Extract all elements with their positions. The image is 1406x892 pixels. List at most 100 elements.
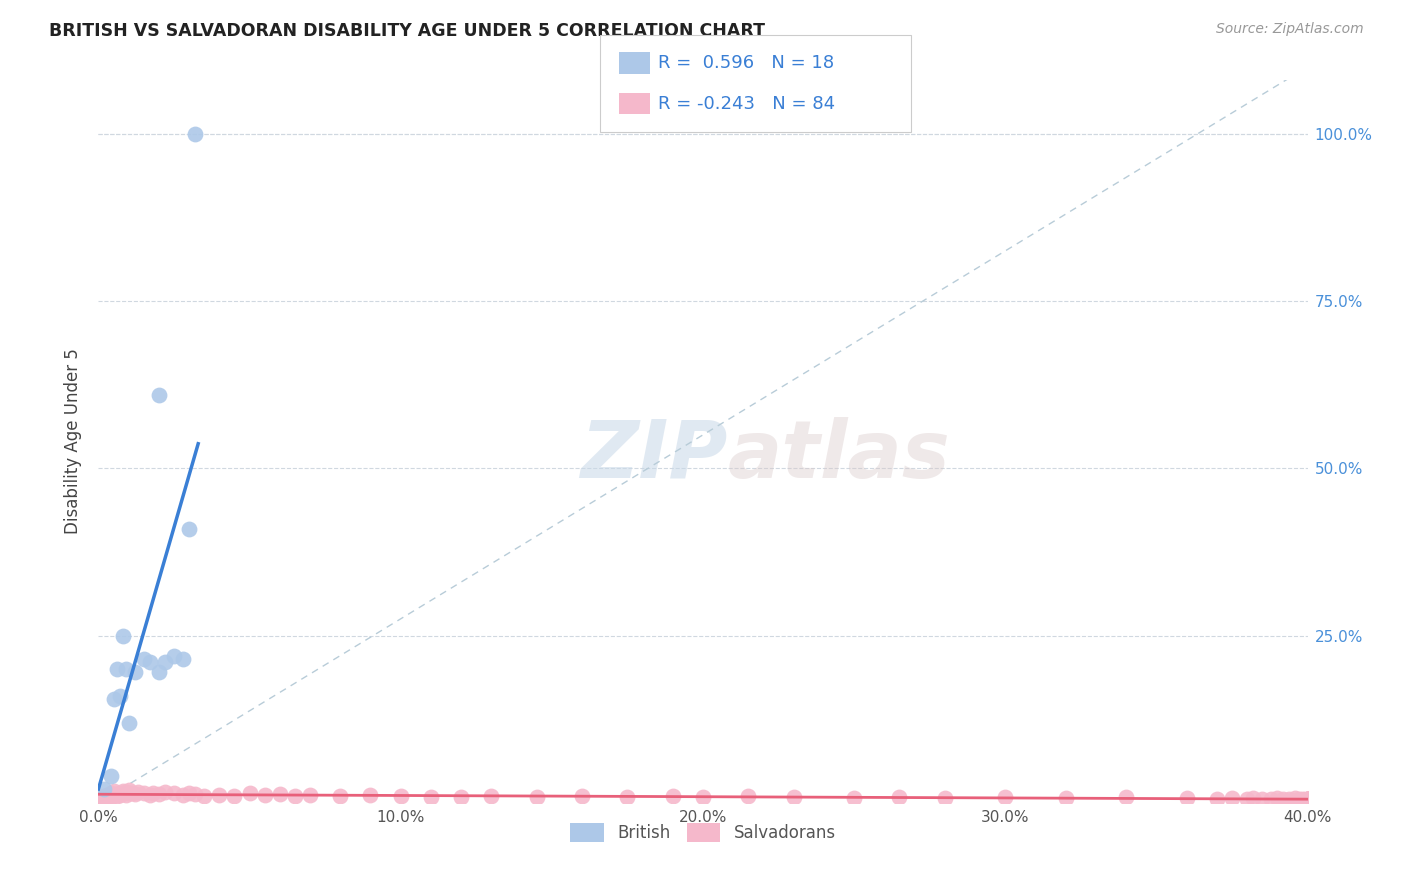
Point [179, 521, 201, 535]
Point [420, 789, 443, 804]
Point [994, 790, 1017, 805]
Point [108, 786, 131, 800]
Point [1296, 792, 1319, 806]
Point [1278, 792, 1301, 806]
Point [661, 789, 683, 804]
Point [360, 788, 382, 802]
Point [1115, 790, 1137, 805]
Point [889, 789, 911, 804]
Point [1296, 792, 1319, 806]
Text: R =  0.596   N = 18: R = 0.596 N = 18 [658, 54, 834, 72]
Point [105, 789, 128, 804]
Point [108, 788, 131, 802]
Point [96, 791, 118, 805]
Point [96, 788, 118, 802]
Point [1296, 793, 1319, 807]
Point [93, 782, 115, 797]
Point [844, 791, 866, 805]
Point [132, 787, 155, 801]
Point [934, 791, 956, 805]
Point [105, 662, 128, 676]
Point [1296, 792, 1319, 806]
Point [1260, 792, 1282, 806]
Point [1291, 792, 1313, 806]
Point [208, 788, 231, 802]
Text: BRITISH VS SALVADORAN DISABILITY AGE UNDER 5 CORRELATION CHART: BRITISH VS SALVADORAN DISABILITY AGE UND… [49, 22, 765, 40]
Point [1296, 792, 1319, 806]
Point [139, 788, 162, 802]
Point [1284, 791, 1306, 805]
Point [139, 655, 162, 669]
Point [184, 787, 207, 801]
Point [124, 787, 146, 801]
Point [100, 789, 122, 804]
Point [193, 789, 215, 804]
Point [100, 769, 122, 783]
Point [1296, 792, 1319, 806]
Point [114, 785, 136, 799]
Point [571, 789, 593, 804]
Point [103, 784, 125, 798]
Point [111, 784, 134, 798]
Point [153, 785, 176, 799]
Point [118, 783, 141, 797]
Point [127, 785, 149, 799]
Point [118, 787, 141, 801]
Point [111, 628, 134, 642]
Point [1251, 792, 1274, 806]
Point [114, 788, 136, 802]
Point [172, 652, 194, 666]
Point [108, 689, 131, 703]
Point [142, 786, 165, 800]
Point [90, 790, 112, 805]
Point [1236, 792, 1258, 806]
Point [132, 652, 155, 666]
Point [1296, 792, 1319, 806]
Point [1267, 791, 1289, 805]
Y-axis label: Disability Age Under 5: Disability Age Under 5 [65, 349, 83, 534]
Point [124, 665, 146, 680]
Point [224, 789, 246, 804]
Point [148, 387, 170, 401]
Legend: British, Salvadorans: British, Salvadorans [564, 816, 842, 848]
Point [1272, 792, 1295, 806]
Point [1054, 791, 1077, 805]
Point [239, 787, 262, 801]
Point [111, 787, 134, 801]
Point [1220, 791, 1243, 805]
Point [737, 789, 759, 804]
Point [114, 662, 136, 676]
Point [90, 792, 112, 806]
Point [121, 786, 143, 800]
Point [1296, 793, 1319, 807]
Point [1288, 792, 1310, 806]
Point [179, 786, 201, 800]
Point [481, 789, 503, 804]
Point [153, 655, 176, 669]
Point [783, 790, 806, 805]
Point [1296, 792, 1319, 806]
Text: atlas: atlas [727, 417, 950, 495]
Point [100, 786, 122, 800]
Text: Source: ZipAtlas.com: Source: ZipAtlas.com [1216, 22, 1364, 37]
Point [163, 787, 186, 801]
Point [184, 127, 207, 141]
Point [105, 787, 128, 801]
Point [1206, 792, 1229, 806]
Point [692, 790, 714, 805]
Point [253, 789, 276, 803]
Point [299, 788, 322, 802]
Text: ZIP: ZIP [579, 417, 727, 495]
Point [1296, 793, 1319, 807]
Point [103, 692, 125, 706]
Point [1294, 792, 1316, 806]
Point [148, 787, 170, 801]
Point [148, 665, 170, 680]
Point [329, 789, 352, 804]
Text: R = -0.243   N = 84: R = -0.243 N = 84 [658, 95, 835, 112]
Point [103, 789, 125, 803]
Point [93, 792, 115, 806]
Point [616, 790, 638, 805]
Point [526, 790, 548, 805]
Point [93, 789, 115, 804]
